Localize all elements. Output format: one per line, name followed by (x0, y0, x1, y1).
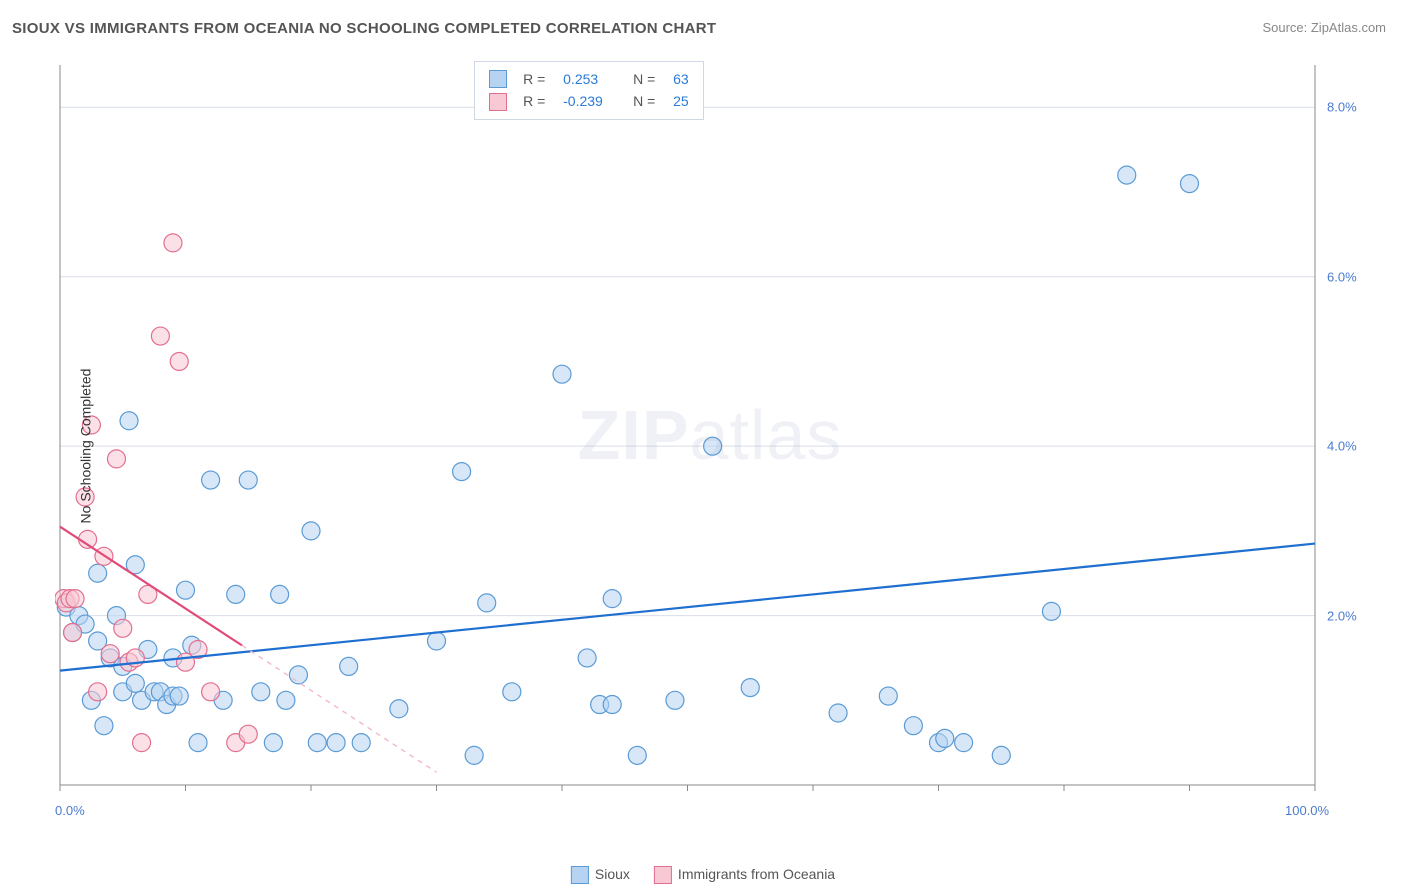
y-tick-label: 8.0% (1327, 100, 1357, 115)
n-label: N = (633, 68, 663, 90)
r-label: R = (523, 68, 553, 90)
y-tick-label: 4.0% (1327, 439, 1357, 454)
y-tick-label: 6.0% (1327, 269, 1357, 284)
correlation-legend: R = 0.253 N = 63 R = -0.239 N = 25 (474, 61, 704, 120)
series-legend: Sioux Immigrants from Oceania (571, 866, 835, 884)
r-value: 0.253 (563, 68, 623, 90)
n-value: 25 (673, 90, 689, 112)
plot-area: ZIPatlas R =0.253N =63R =-0.239N =25 (55, 55, 1365, 815)
r-label: R = (523, 90, 553, 112)
y-axis-label: No Schooling Completed (77, 369, 93, 524)
legend-swatch (489, 70, 507, 88)
x-axis-min-label: 0.0% (55, 803, 85, 818)
legend-swatch (571, 866, 589, 884)
r-value: -0.239 (563, 90, 623, 112)
correlation-legend-row: R = -0.239 N = 25 (489, 90, 689, 112)
legend-item: Immigrants from Oceania (654, 866, 835, 884)
legend-swatch (489, 93, 507, 111)
legend-label: Sioux (595, 866, 630, 882)
x-axis-max-label: 100.0% (1285, 803, 1329, 818)
correlation-legend-row: R = 0.253 N = 63 (489, 68, 689, 90)
n-label: N = (633, 90, 663, 112)
legend-swatch (654, 866, 672, 884)
n-value: 63 (673, 68, 689, 90)
legend-label: Immigrants from Oceania (678, 866, 835, 882)
chart-title: SIOUX VS IMMIGRANTS FROM OCEANIA NO SCHO… (12, 20, 716, 37)
source-label: Source: ZipAtlas.com (1262, 20, 1386, 35)
y-tick-label: 2.0% (1327, 608, 1357, 623)
legend-item: Sioux (571, 866, 630, 884)
chart-svg (55, 55, 1365, 815)
